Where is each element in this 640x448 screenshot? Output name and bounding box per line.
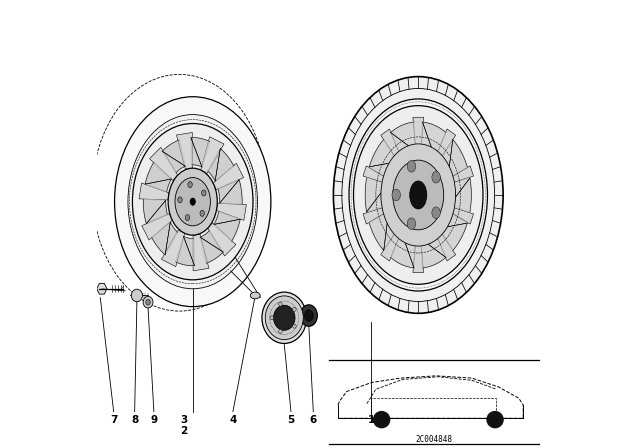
Polygon shape: [193, 234, 209, 271]
Ellipse shape: [407, 218, 415, 229]
Text: 9: 9: [150, 414, 157, 425]
Text: 4: 4: [229, 414, 237, 425]
Ellipse shape: [131, 289, 143, 302]
Polygon shape: [381, 228, 402, 261]
Circle shape: [374, 412, 390, 428]
Polygon shape: [413, 237, 424, 273]
Polygon shape: [200, 231, 223, 263]
Polygon shape: [435, 228, 456, 261]
Polygon shape: [201, 137, 224, 173]
Ellipse shape: [132, 124, 253, 280]
Polygon shape: [363, 166, 390, 184]
Ellipse shape: [262, 292, 307, 344]
Ellipse shape: [178, 197, 182, 203]
Ellipse shape: [392, 189, 401, 201]
Ellipse shape: [305, 310, 314, 321]
Polygon shape: [435, 129, 456, 163]
Ellipse shape: [175, 177, 211, 226]
Polygon shape: [139, 183, 169, 200]
Polygon shape: [214, 212, 240, 241]
Text: 8: 8: [131, 414, 138, 425]
Text: 7: 7: [110, 414, 117, 425]
Ellipse shape: [186, 215, 189, 220]
Ellipse shape: [250, 292, 260, 299]
Ellipse shape: [143, 296, 153, 308]
Polygon shape: [207, 223, 236, 256]
Ellipse shape: [115, 97, 271, 306]
Polygon shape: [365, 178, 387, 212]
Polygon shape: [161, 230, 185, 267]
Text: 5: 5: [287, 414, 294, 425]
Ellipse shape: [278, 302, 282, 306]
Ellipse shape: [353, 106, 483, 284]
Polygon shape: [145, 162, 172, 192]
Text: 2: 2: [180, 426, 188, 436]
Ellipse shape: [278, 329, 282, 333]
Ellipse shape: [168, 168, 217, 235]
Ellipse shape: [300, 305, 317, 326]
Ellipse shape: [349, 99, 488, 291]
Ellipse shape: [292, 324, 296, 328]
Polygon shape: [363, 206, 390, 224]
Polygon shape: [369, 139, 397, 178]
Polygon shape: [177, 133, 193, 169]
Ellipse shape: [432, 172, 440, 183]
Polygon shape: [447, 206, 474, 224]
Text: 3: 3: [180, 414, 188, 425]
Polygon shape: [421, 233, 446, 268]
Text: 2C004848: 2C004848: [415, 435, 452, 444]
Ellipse shape: [381, 144, 456, 246]
Ellipse shape: [200, 210, 204, 216]
Polygon shape: [208, 148, 234, 181]
Polygon shape: [142, 214, 172, 240]
Ellipse shape: [188, 181, 192, 188]
Polygon shape: [369, 212, 397, 250]
Text: 6: 6: [310, 414, 317, 425]
Polygon shape: [449, 178, 471, 212]
Polygon shape: [97, 284, 107, 294]
Ellipse shape: [432, 207, 440, 219]
Polygon shape: [381, 129, 402, 163]
Polygon shape: [152, 222, 178, 255]
Ellipse shape: [292, 307, 296, 311]
Polygon shape: [143, 199, 167, 224]
Polygon shape: [447, 166, 474, 184]
Ellipse shape: [333, 77, 503, 313]
Ellipse shape: [410, 181, 427, 209]
Polygon shape: [390, 122, 416, 158]
Ellipse shape: [393, 160, 444, 230]
Polygon shape: [176, 236, 195, 266]
Polygon shape: [439, 139, 467, 178]
Ellipse shape: [266, 296, 303, 340]
Ellipse shape: [202, 190, 206, 196]
Polygon shape: [216, 203, 246, 220]
Polygon shape: [439, 212, 467, 250]
Ellipse shape: [190, 198, 195, 205]
Ellipse shape: [146, 299, 150, 305]
Polygon shape: [191, 138, 210, 167]
Polygon shape: [162, 140, 186, 172]
Polygon shape: [213, 163, 244, 190]
Ellipse shape: [270, 316, 273, 320]
Text: 1: 1: [368, 414, 375, 425]
Ellipse shape: [273, 305, 295, 330]
Polygon shape: [218, 180, 242, 204]
Polygon shape: [150, 147, 178, 181]
Circle shape: [487, 412, 503, 428]
Polygon shape: [390, 233, 416, 268]
Polygon shape: [421, 122, 446, 158]
Polygon shape: [413, 117, 424, 153]
Ellipse shape: [407, 160, 415, 172]
Ellipse shape: [128, 115, 257, 289]
